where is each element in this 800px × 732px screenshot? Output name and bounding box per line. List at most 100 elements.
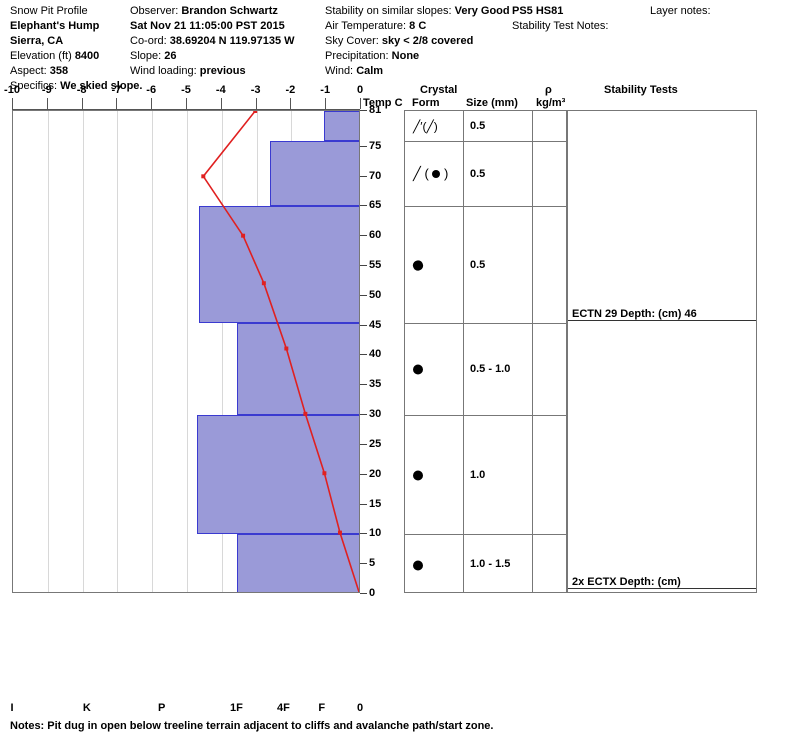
layer-separator [533, 140, 566, 142]
hardness-layer-bar [237, 322, 359, 416]
observation-label: Wind loading: [130, 65, 200, 77]
site-row: Sierra, CA [10, 34, 130, 49]
depth-tick-label: 35 [369, 378, 382, 391]
hardness-layer-bar [237, 534, 359, 592]
site-row: Aspect: 358 [10, 64, 130, 79]
layer-separator [405, 206, 463, 208]
crystal-header: Crystal [420, 84, 458, 96]
depth-tick-mark [360, 593, 367, 594]
layer-note-row: Layer notes: [650, 4, 800, 19]
pit-header: Snow Pit Profile Elephant's Hump Sierra, C… [0, 0, 800, 92]
stability-tests-header: Stability Tests [604, 84, 678, 96]
weather-row: Wind: Calm [325, 64, 510, 79]
weather-value: sky < 2/8 covered [381, 35, 474, 47]
observation-row: Wind loading: previous [130, 64, 320, 79]
crystal-form-symbol: ╱ ( ) [413, 165, 449, 181]
layer-separator [464, 140, 532, 142]
depth-tick-label: 0 [369, 587, 376, 599]
depth-tick-label: 65 [369, 199, 382, 212]
temp-tick-label: -8 [76, 84, 87, 96]
observation-value: Brandon Schwartz [181, 5, 278, 17]
stability-test-label: ECTN 29 Depth: (cm) 46 [572, 307, 697, 320]
depth-tick-label: 50 [369, 288, 382, 301]
stability-note-row: Stability Test Notes: [512, 19, 647, 34]
grain-size-value: 0.5 [470, 119, 486, 132]
temp-tick-label: 0 [356, 84, 364, 96]
stability-test-rule [568, 588, 756, 590]
layer-separator [405, 415, 463, 417]
site-row: Specifics: We skied slope. [10, 79, 142, 94]
observation-row: Sat Nov 21 11:05:00 PST 2015 [130, 19, 320, 34]
weather-row: Precipitation: None [325, 49, 510, 64]
weather-label: Stability on similar slopes: [325, 5, 455, 17]
weather-value: None [391, 50, 420, 62]
depth-tick-label: 70 [369, 169, 382, 182]
hardness-scale-label: 0 [356, 702, 364, 714]
hardness-scale-label: F [318, 702, 326, 714]
observation-row: Observer: Brandon Schwartz [130, 4, 320, 19]
observation-label: Slope: [130, 50, 165, 62]
temp-tick-mark [290, 98, 292, 109]
temp-tick-mark [46, 98, 48, 109]
temperature-axis: -10 -9 -8 -7 -6 -5 -4 -3 -2 -1 0 [0, 84, 760, 110]
size-header: Size (mm) [466, 97, 518, 109]
observation-label: Co-ord: [130, 35, 170, 47]
weather-label: Air Temperature: [325, 20, 410, 32]
temp-tick-mark [325, 98, 327, 109]
snow-pit-chart: -10 -9 -8 -7 -6 -5 -4 -3 -2 -1 0 81 75 70 65 60 55 50 45 4… [0, 84, 800, 732]
temperature-curve [201, 111, 359, 592]
stability-note-label: Stability Test Notes: [512, 20, 609, 32]
layer-separator [464, 322, 532, 324]
stability-test-rule [568, 319, 756, 321]
hardness-scale: I K P 1F 4F F 0 [0, 698, 760, 720]
header-column-observation: Observer: Brandon Schwartz Sat Nov 21 11:… [130, 4, 320, 79]
depth-tick-mark [360, 414, 367, 416]
temp-tick-label: -1 [320, 84, 331, 96]
layer-separator [533, 534, 566, 536]
hardness-layer-bar [324, 111, 359, 141]
temp-tick-label: -7 [111, 84, 122, 96]
depth-tick-label: 75 [369, 139, 382, 152]
temp-tick-mark [151, 98, 153, 109]
depth-tick-label: 25 [369, 437, 382, 450]
grain-size-value: 0.5 [470, 167, 486, 180]
hardness-layer-bar [198, 206, 359, 323]
temp-tick-mark [360, 98, 361, 109]
header-column-stability-notes: PS5 HS81 Stability Test Notes: [512, 4, 647, 34]
site-label: Elephant's Hump [10, 20, 100, 32]
rho-header: ρ [545, 84, 552, 96]
site-row: Elevation (ft) 8400 [10, 49, 130, 64]
weather-row: Stability on similar slopes: Very Good [325, 4, 510, 19]
observation-value: 26 [164, 50, 177, 62]
depth-tick-mark [360, 145, 367, 147]
temp-tick-label: -9 [41, 84, 52, 96]
observation-value: Sat Nov 21 11:05:00 PST 2015 [130, 20, 285, 32]
crystal-form-column: ╱′(╱) ╱ ( ) [404, 110, 463, 593]
depth-tick-label: 20 [369, 467, 382, 480]
depth-tick-label: 81 [369, 104, 382, 116]
site-row: Elephant's Hump [10, 19, 130, 34]
depth-tick-mark [360, 175, 367, 177]
site-value: We skied slope. [60, 80, 143, 92]
site-row: Snow Pit Profile [10, 4, 130, 19]
axis-baseline [12, 109, 360, 110]
temp-tick-label: -10 [4, 84, 20, 96]
temp-tick-mark [81, 98, 83, 109]
depth-tick-label: 10 [369, 527, 382, 540]
stability-tests-column: ECTN 29 Depth: (cm) 46 2x ECTX Depth: (cm… [567, 110, 757, 593]
layer-note-label: Layer notes: [650, 5, 711, 17]
temp-tick-label: -5 [181, 84, 191, 96]
observation-label: Observer: [130, 5, 182, 17]
depth-tick-mark [360, 443, 367, 445]
temp-tick-label: -6 [146, 84, 157, 96]
temp-tick-mark [255, 98, 257, 109]
depth-tick-mark [360, 235, 367, 237]
depth-tick-label: 15 [369, 497, 382, 510]
depth-tick-mark [360, 294, 367, 296]
site-label: Aspect: [10, 65, 50, 77]
observation-row: Co-ord: 38.69204 N 119.97135 W [130, 34, 320, 49]
pit-notes: Notes: Pit dug in open below treeline te… [10, 720, 494, 732]
grain-size-value: 0.5 - 1.0 [470, 362, 511, 375]
weather-value: 8 C [409, 20, 427, 32]
stability-note-row: PS5 HS81 [512, 4, 647, 19]
